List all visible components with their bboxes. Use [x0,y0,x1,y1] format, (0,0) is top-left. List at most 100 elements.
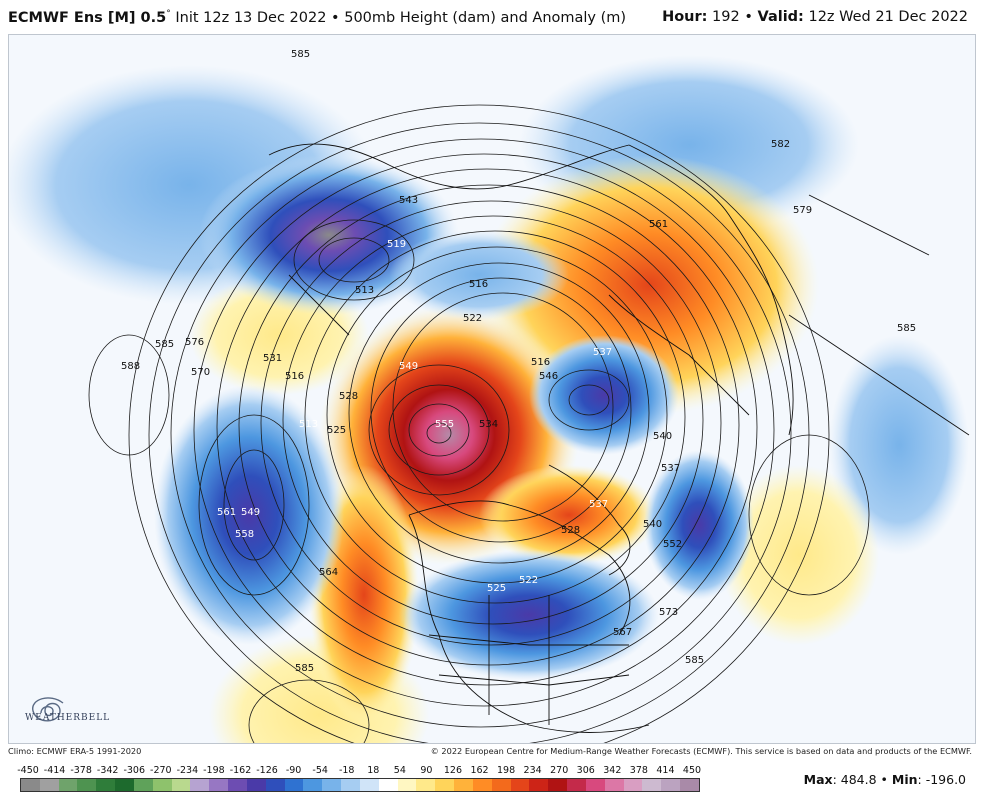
contour-label: 537 [589,499,608,510]
colorbar-tick-label: -54 [312,765,328,776]
contour-label: 516 [285,371,304,382]
copyright-note: © 2022 European Centre for Medium-Range … [430,746,972,756]
colorbar-swatch [341,779,360,791]
colorbar-swatch [491,779,511,791]
colorbar-tick-label: 234 [523,765,542,776]
colorbar-tick-label: -306 [123,765,146,776]
colorbar-tick-label: -162 [229,765,252,776]
colorbar-swatch [397,779,417,791]
max-label: Max [803,772,833,787]
colorbar-swatch [529,779,549,791]
anomaly-map: 585 543 519 513 516 561 582 579 585 588 … [9,35,975,743]
colorbar [20,778,700,792]
contour-label: 525 [487,583,506,594]
contour-label: 528 [561,525,580,536]
colorbar-tick-label: -342 [96,765,119,776]
contour-label: 555 [435,419,454,430]
colorbar-tick-label: 450 [682,765,702,776]
colorbar-swatch [604,779,624,791]
contour-label: 564 [319,567,338,578]
contour-label: 516 [469,279,488,290]
max-value: : 484.8 • [832,772,892,787]
hour-value: 192 • [707,9,758,25]
swirl-icon [32,697,64,722]
contour-label: 525 [327,425,346,436]
contour-label: 558 [235,529,254,540]
anomaly-blue-pacific [154,385,344,645]
contour-label: 537 [661,463,680,474]
header: ECMWF Ens [M] 0.5° Init 12z 13 Dec 2022 … [0,0,984,34]
contour-label: 513 [299,419,318,430]
min-label: Min [891,772,918,787]
contour-label: 549 [241,507,260,518]
colorbar-swatch [548,779,568,791]
hour-label: Hour: [662,9,708,25]
degree-symbol: ° [166,9,171,19]
contour-label: 552 [663,539,682,550]
colorbar-tick-label: -234 [176,765,199,776]
colorbar-swatch [39,779,59,791]
contour-label: 531 [263,353,282,364]
colorbar-tick-label: 90 [420,765,433,776]
contour-label: 522 [519,575,538,586]
colorbar-tick-label: -126 [256,765,278,776]
colorbar-swatch [133,779,153,791]
colorbar-swatch [472,779,492,791]
colorbar-tick-label: -378 [70,765,92,776]
contour-label: 528 [339,391,358,402]
colorbar-tick-label: 198 [497,765,516,776]
contour-label: 567 [613,627,632,638]
colorbar-swatch [21,779,40,791]
valid-value: 12z Wed 21 Dec 2022 [803,9,968,25]
colorbar-swatch [322,779,342,791]
colorbar-tick-label: 54 [393,765,406,776]
colorbar-swatch [435,779,455,791]
colorbar-swatch [115,779,134,791]
colorbar-tick-label: 126 [443,765,463,776]
colorbar-swatch [661,779,680,791]
colorbar-swatch [416,779,436,791]
valid-time: Hour: 192 • Valid: 12z Wed 21 Dec 2022 [662,9,968,25]
anomaly-blue-atlantic [644,450,754,600]
contour-label: 585 [291,49,310,60]
colorbar-swatch [284,779,304,791]
contour-label: 534 [479,419,498,430]
colorbar-swatch [171,779,191,791]
colorbar-ticks: -450 -414 -378 -342 -306 -270 -234 -198 -162 -126… [0,765,720,777]
contour-label: 585 [295,663,314,674]
colorbar-swatch [303,779,323,791]
contour-label: 573 [659,607,678,618]
anomaly-lightblue-e [829,335,969,555]
contour-label: 585 [897,323,916,334]
colorbar-tick-label: 342 [603,765,622,776]
colorbar-tick-label: -90 [285,765,302,776]
contour-label: 582 [771,139,790,150]
colorbar-swatch [359,779,379,791]
contour-label: 540 [643,519,662,530]
colorbar-tick-label: 270 [550,765,569,776]
min-value: : -196.0 [917,772,966,787]
colorbar-tick-label: 414 [656,765,675,776]
contour-label: 513 [355,285,374,296]
anomaly-red-greenland [479,465,659,565]
colorbar-swatch [642,779,662,791]
colorbar-swatch [454,779,473,791]
colorbar-tick-label: 306 [576,765,595,776]
colorbar-swatch [209,779,229,791]
init-text: Init 12z 13 Dec 2022 • 500mb Height (dam… [170,9,627,26]
contour-label: 537 [593,347,612,358]
contour-label: 588 [121,361,140,372]
climo-note: Climo: ECMWF ERA-5 1991-2020 [8,746,142,756]
colorbar-swatch [228,779,247,791]
contour-label: 579 [793,205,812,216]
colorbar-tick-label: 18 [367,765,380,776]
colorbar-swatch [77,779,97,791]
colorbar-swatch [58,779,78,791]
colorbar-swatch [96,779,116,791]
contour-label: 561 [217,507,236,518]
contour-label: 576 [185,337,204,348]
contour-label: 561 [649,219,668,230]
colorbar-tick-label: -198 [203,765,225,776]
colorbar-tick-label: -18 [338,765,355,776]
contour-label: 519 [387,239,406,250]
